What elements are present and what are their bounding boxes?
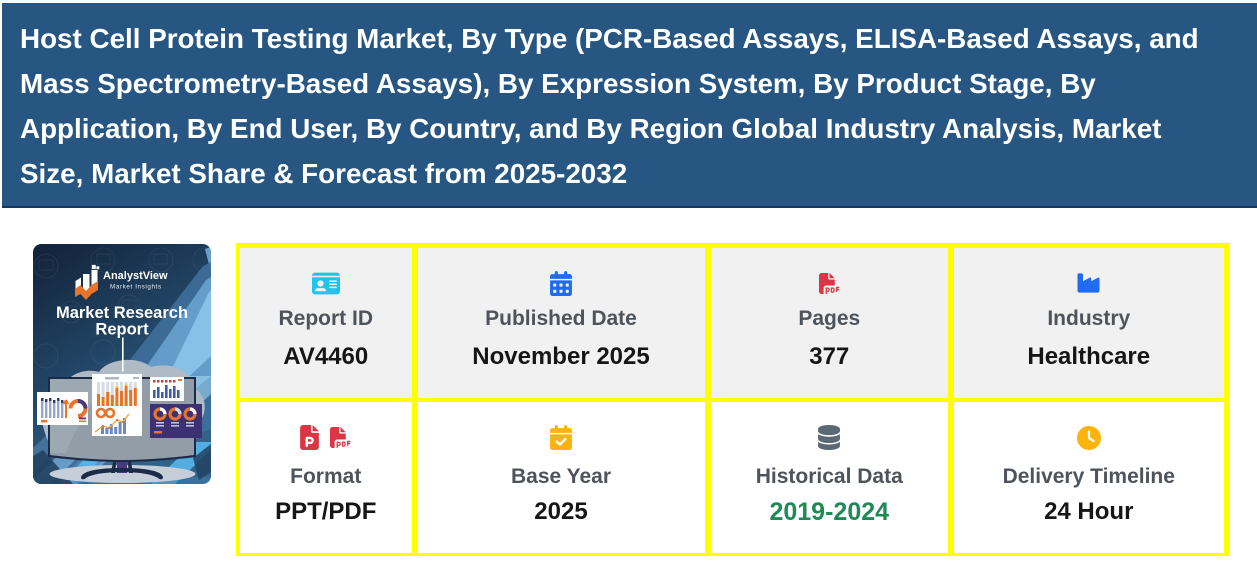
svg-text:Market Research: Market Research: [56, 304, 188, 322]
svg-text:AnalystView: AnalystView: [103, 270, 168, 282]
svg-text:Market Insights: Market Insights: [110, 284, 162, 291]
svg-text:Report: Report: [95, 321, 149, 339]
